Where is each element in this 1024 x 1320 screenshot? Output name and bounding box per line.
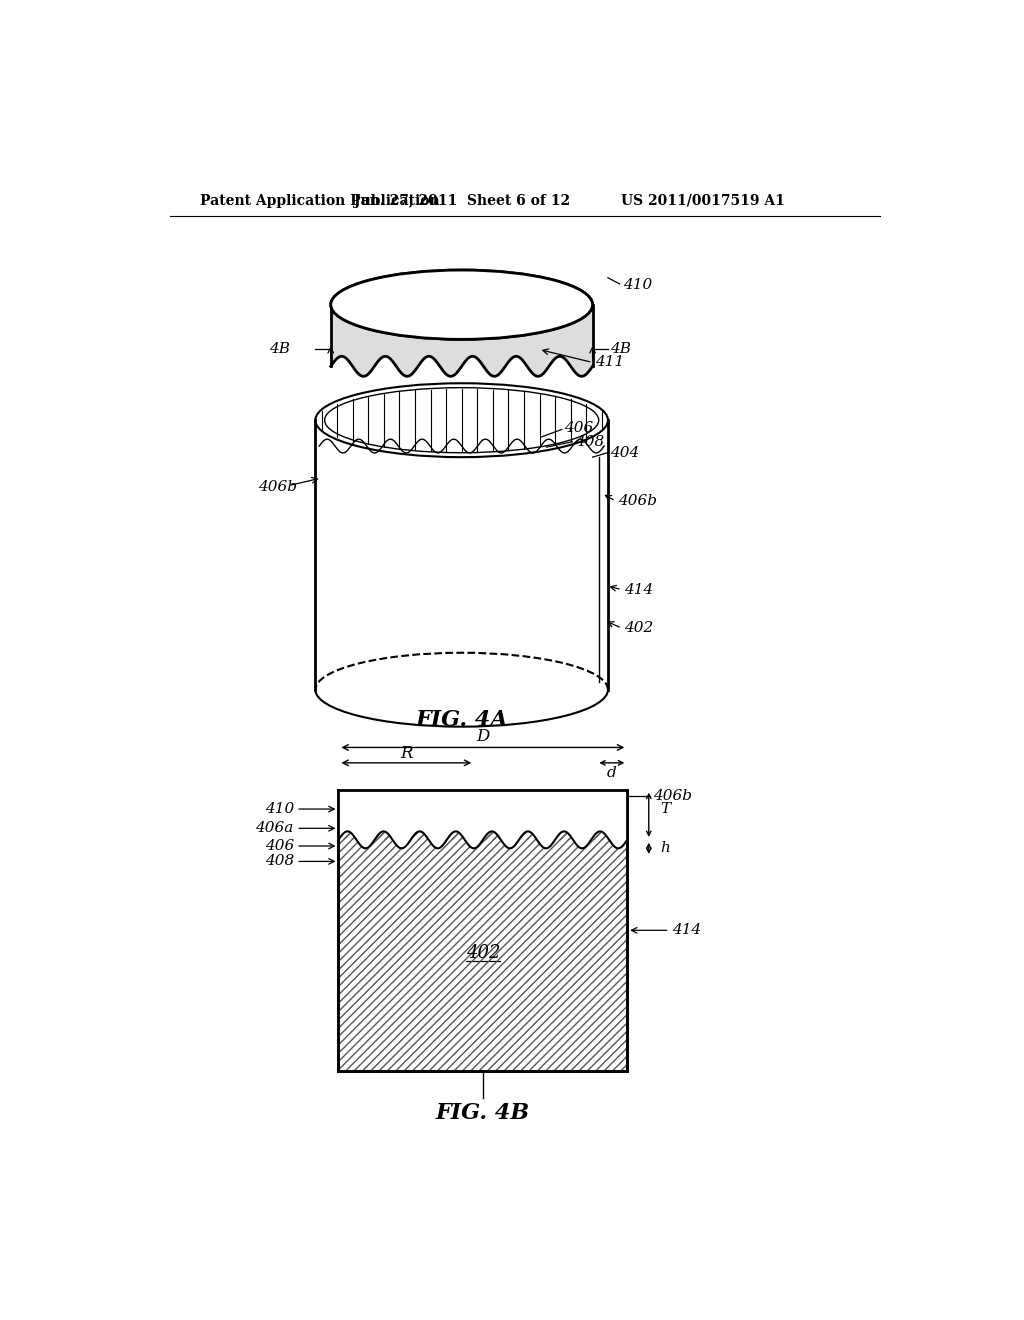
Text: 410: 410 — [624, 279, 652, 293]
Text: FIG. 4A: FIG. 4A — [416, 710, 508, 731]
Text: FIG. 4B: FIG. 4B — [435, 1102, 529, 1125]
Text: 406a: 406a — [255, 821, 294, 836]
Polygon shape — [339, 789, 628, 849]
Text: 408: 408 — [574, 434, 604, 449]
Text: 402: 402 — [625, 622, 653, 635]
Text: 406b: 406b — [652, 789, 691, 803]
Text: D: D — [476, 729, 489, 746]
Bar — [339, 789, 628, 840]
Polygon shape — [331, 305, 593, 376]
Text: Patent Application Publication: Patent Application Publication — [200, 194, 439, 207]
Text: 406: 406 — [564, 421, 593, 434]
Text: 406: 406 — [264, 840, 294, 853]
Text: US 2011/0017519 A1: US 2011/0017519 A1 — [622, 194, 785, 207]
Bar — [339, 789, 628, 1071]
Ellipse shape — [331, 271, 593, 339]
Text: 411: 411 — [595, 355, 624, 370]
Text: T: T — [660, 801, 671, 816]
Text: 414: 414 — [625, 582, 653, 597]
Text: 4B: 4B — [269, 342, 290, 356]
Text: 406b: 406b — [258, 480, 297, 494]
Text: Jan. 27, 2011  Sheet 6 of 12: Jan. 27, 2011 Sheet 6 of 12 — [353, 194, 569, 207]
Polygon shape — [339, 789, 628, 849]
Text: 410: 410 — [264, 803, 294, 816]
Text: h: h — [660, 841, 670, 855]
Text: R: R — [400, 744, 413, 762]
Ellipse shape — [331, 271, 593, 339]
Text: 404: 404 — [610, 446, 640, 459]
Text: 402: 402 — [466, 944, 500, 962]
Bar — [339, 789, 628, 840]
Bar — [339, 789, 628, 840]
Bar — [339, 789, 628, 1071]
Text: 414: 414 — [672, 923, 701, 937]
Text: 408: 408 — [264, 854, 294, 869]
Text: 406b: 406b — [617, 494, 657, 508]
Text: d: d — [607, 766, 616, 780]
Text: 4B: 4B — [610, 342, 631, 356]
